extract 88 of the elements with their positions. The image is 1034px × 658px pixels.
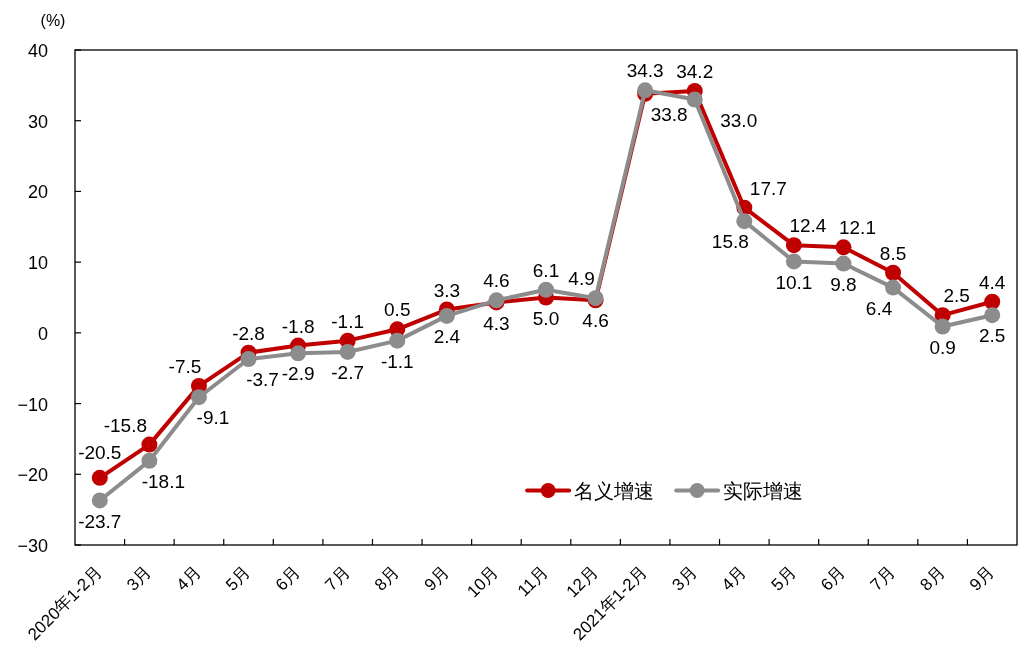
legend-label: 实际增速 bbox=[723, 479, 804, 502]
y-tick-label: 30 bbox=[27, 111, 48, 132]
data-label: -23.7 bbox=[78, 510, 122, 532]
data-label: -2.9 bbox=[281, 363, 315, 385]
data-label: 2.4 bbox=[433, 325, 461, 347]
point bbox=[984, 307, 1001, 324]
x-tick-label: 8月 bbox=[916, 562, 949, 595]
data-label: -18.1 bbox=[141, 470, 186, 492]
point bbox=[885, 264, 902, 281]
data-label: -7.5 bbox=[168, 355, 202, 377]
x-tick-label: 8月 bbox=[370, 562, 404, 595]
data-label: 0.5 bbox=[384, 299, 411, 321]
x-tick-label: 7月 bbox=[866, 562, 899, 595]
data-label: 8.5 bbox=[879, 242, 907, 264]
y-tick-label: 40 bbox=[27, 41, 48, 61]
point bbox=[785, 253, 802, 270]
point bbox=[835, 255, 852, 272]
point bbox=[91, 469, 108, 486]
data-label: 6.1 bbox=[532, 259, 560, 281]
x-tick-label: 9月 bbox=[420, 562, 453, 595]
data-label: 12.1 bbox=[838, 217, 876, 239]
data-label: 2.5 bbox=[979, 325, 1006, 347]
data-label: 3.3 bbox=[433, 279, 461, 301]
data-label: -15.8 bbox=[103, 414, 148, 436]
data-label: 34.2 bbox=[676, 61, 714, 83]
point bbox=[984, 293, 1001, 310]
data-label: -9.1 bbox=[196, 407, 230, 429]
x-tick-label: 3月 bbox=[668, 562, 701, 595]
y-tick-label: −30 bbox=[17, 536, 48, 556]
y-axis-title: (%) bbox=[40, 12, 66, 29]
x-tick-label: 12月 bbox=[562, 562, 602, 602]
x-tick-label: 7月 bbox=[321, 562, 354, 595]
x-tick-label: 3月 bbox=[123, 562, 156, 595]
x-tick-label: 4月 bbox=[717, 562, 751, 595]
data-label: 4.6 bbox=[483, 270, 510, 292]
point bbox=[389, 332, 406, 349]
x-tick-label: 5月 bbox=[222, 562, 255, 595]
x-tick-label: 11月 bbox=[513, 562, 552, 601]
point bbox=[141, 452, 158, 469]
y-tick-label: 10 bbox=[27, 253, 48, 274]
data-label: 15.8 bbox=[711, 231, 749, 253]
x-tick-label: 6月 bbox=[817, 562, 850, 595]
data-label: 2.5 bbox=[943, 285, 970, 307]
data-label: 4.4 bbox=[979, 271, 1006, 293]
data-label: 4.6 bbox=[582, 310, 609, 332]
y-tick-label: −10 bbox=[17, 394, 48, 415]
data-label: 10.1 bbox=[775, 271, 813, 293]
point bbox=[835, 239, 852, 256]
point bbox=[240, 351, 257, 368]
data-label: 12.4 bbox=[789, 215, 827, 237]
data-label: 0.9 bbox=[929, 336, 956, 358]
point bbox=[339, 343, 356, 360]
y-tick-label: 20 bbox=[27, 182, 48, 203]
x-tick-label: 4月 bbox=[172, 562, 205, 595]
legend-label: 名义增速 bbox=[574, 479, 655, 502]
data-label: 6.4 bbox=[865, 297, 893, 319]
x-tick-label: 6月 bbox=[271, 562, 304, 595]
point bbox=[934, 318, 951, 335]
data-label: -1.1 bbox=[380, 350, 414, 372]
point bbox=[91, 492, 108, 509]
point bbox=[190, 389, 207, 406]
x-tick-label: 5月 bbox=[767, 562, 800, 595]
data-label: -20.5 bbox=[78, 441, 122, 463]
point bbox=[885, 279, 902, 296]
data-label: -1.8 bbox=[281, 315, 315, 337]
data-label: -1.1 bbox=[331, 310, 365, 332]
point bbox=[736, 213, 753, 230]
data-label: -3.7 bbox=[246, 369, 279, 391]
data-label: 17.7 bbox=[749, 177, 787, 199]
point bbox=[785, 237, 802, 254]
point bbox=[438, 307, 455, 324]
data-label: -2.7 bbox=[331, 362, 365, 384]
y-tick-label: −20 bbox=[17, 465, 48, 486]
x-tick-label: 9月 bbox=[965, 562, 999, 595]
point bbox=[141, 436, 158, 453]
data-label: 34.3 bbox=[626, 60, 664, 82]
data-label: 33.0 bbox=[720, 109, 758, 131]
y-tick-label: 0 bbox=[37, 323, 48, 344]
point bbox=[290, 345, 307, 362]
point bbox=[538, 281, 554, 298]
data-label: 4.9 bbox=[568, 268, 595, 290]
data-label: 4.3 bbox=[483, 312, 510, 334]
data-label: 9.8 bbox=[830, 273, 857, 295]
x-tick-label: 10月 bbox=[463, 562, 503, 602]
data-label: 33.8 bbox=[650, 103, 688, 125]
point bbox=[686, 91, 703, 108]
data-label: -2.8 bbox=[232, 322, 265, 344]
data-label: 5.0 bbox=[532, 307, 560, 329]
